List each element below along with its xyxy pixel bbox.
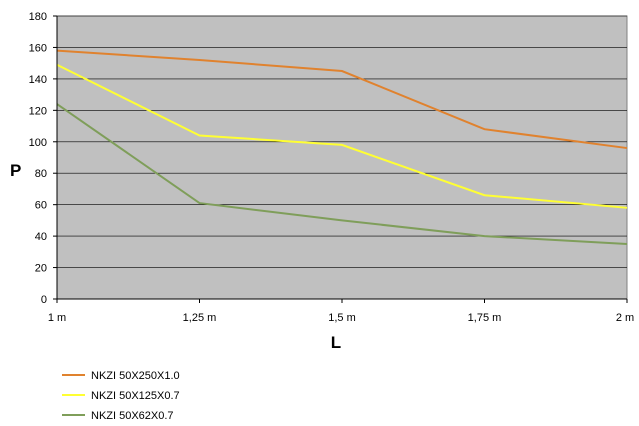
plot-area (56, 15, 628, 300)
y-tick-label-60: 60 (35, 200, 47, 212)
y-tick-label-80: 80 (35, 168, 47, 180)
y-axis-title: P (10, 161, 21, 180)
legend-label-2: NKZI 50X125X0.7 (91, 390, 180, 402)
x-tick-label-3: 1,5 m (328, 312, 356, 324)
x-tick-label-1: 1 m (48, 312, 66, 324)
y-tick-label-100: 100 (29, 137, 47, 149)
y-tick-label-180: 180 (29, 11, 47, 23)
y-tick-label-120: 120 (29, 105, 47, 117)
y-tick-label-0: 0 (41, 294, 47, 306)
x-tick-label-5: 2 m (616, 312, 634, 324)
y-tick-label-40: 40 (35, 231, 47, 243)
y-tick-label-140: 140 (29, 74, 47, 86)
y-tick-label-160: 160 (29, 42, 47, 54)
series-lines (56, 49, 628, 245)
axes: 0 20 40 60 80 100 120 140 160 180 1 m 1,25 m 1,5 m 1,… (29, 11, 635, 324)
legend-label-1: NKZI 50X250X1.0 (91, 370, 180, 382)
x-axis-title: L (331, 333, 341, 352)
x-tick-label-4: 1,75 m (468, 312, 502, 324)
legend: NKZI 50X250X1.0 NKZI 50X125X0.7 NKZI 50X62… (62, 370, 180, 422)
legend-label-3: NKZI 50X62X0.7 (91, 410, 174, 422)
y-tick-label-20: 20 (35, 263, 47, 275)
x-tick-label-2: 1,25 m (183, 312, 217, 324)
gridlines (57, 15, 627, 268)
